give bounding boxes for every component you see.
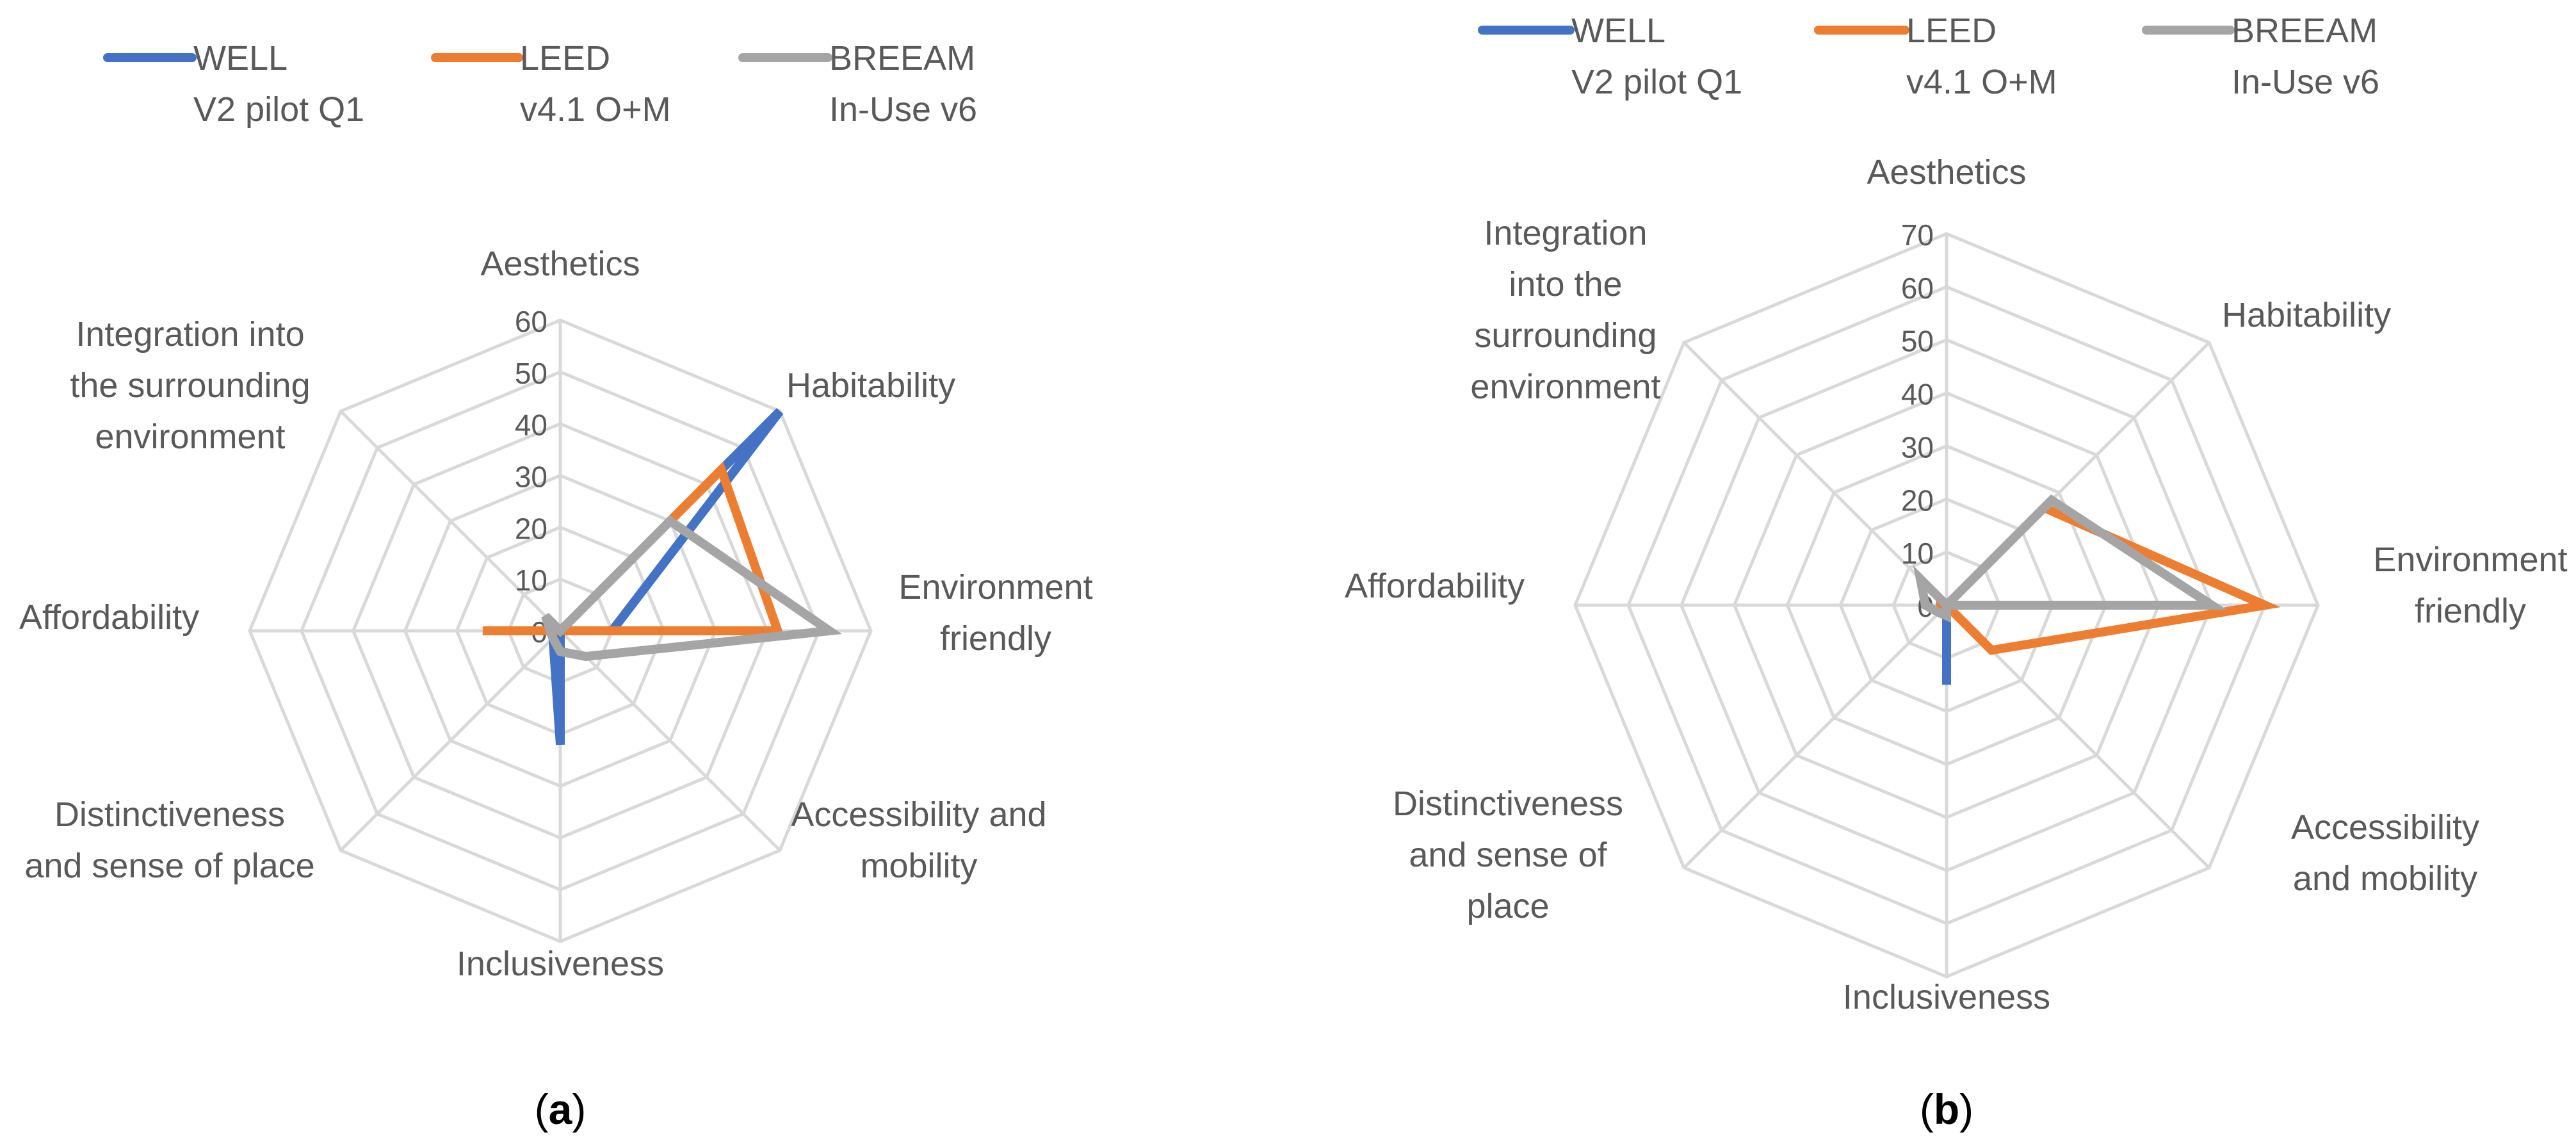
legend-label-line: In-Use v6 [829, 90, 977, 129]
grid-spoke [339, 410, 562, 632]
tick-label: 70 [1901, 218, 1934, 252]
category-label: Inclusiveness [457, 945, 664, 983]
category-label-line: place [1466, 887, 1549, 925]
category-label-line: Affordability [19, 598, 199, 637]
category-label-line: Aesthetics [480, 245, 640, 283]
category-label: Aesthetics [1867, 153, 2026, 191]
legend: WELL V2 pilot Q1 LEED v4.1 O+M BREEAM In-Use … [1478, 12, 2379, 101]
category-label: Distinctiveness and sense of place [1393, 785, 1623, 925]
panel-label: (a) [535, 1086, 587, 1133]
category-label: Environment friendly [898, 568, 1092, 658]
legend-label: WELL V2 pilot Q1 [193, 39, 364, 129]
tick-label: 20 [1901, 484, 1934, 517]
tick-label: 60 [1901, 272, 1934, 305]
tick-label: 30 [515, 460, 547, 494]
legend-label-line: LEED [520, 39, 610, 77]
category-label: Integration into the surrounding environme… [70, 315, 310, 456]
category-label-line: Habitability [786, 366, 955, 405]
category-label-line: into the [1509, 265, 1622, 304]
category-label-line: mobility [860, 847, 977, 885]
tick-label: 30 [1901, 430, 1934, 464]
legend-label-line: WELL [193, 39, 288, 77]
category-label: Aesthetics [480, 245, 640, 283]
category-label: Affordability [19, 598, 199, 637]
category-label: Affordability [1345, 567, 1525, 605]
category-label-line: Inclusiveness [457, 945, 664, 983]
tick-label: 50 [1901, 325, 1934, 358]
legend-label-line: WELL [1571, 12, 1665, 50]
tick-label: 60 [515, 305, 547, 338]
category-label-line: surrounding [1474, 316, 1657, 355]
legend: WELL V2 pilot Q1 LEED v4.1 O+M BREEAM In-Use … [103, 39, 977, 129]
tick-label: 10 [1901, 537, 1934, 570]
legend-label-line: V2 pilot Q1 [1571, 63, 1742, 101]
legend-label: LEED v4.1 O+M [520, 39, 671, 129]
legend-label-line: In-Use v6 [2232, 63, 2379, 101]
category-label-line: Integration into [76, 315, 304, 354]
tick-label: 50 [515, 357, 547, 390]
tick-label: 10 [515, 564, 547, 597]
category-label: Environment friendly [2373, 541, 2567, 630]
category-label-line: Distinctiveness [54, 795, 285, 834]
category-label-line: Affordability [1345, 567, 1525, 605]
category-label: Habitability [786, 366, 955, 405]
legend-label: BREEAM In-Use v6 [2232, 12, 2379, 101]
category-label-line: and sense of place [24, 847, 314, 885]
grid-spoke [339, 630, 562, 852]
tick-label: 40 [1901, 378, 1934, 411]
legend-label-line: v4.1 O+M [520, 90, 671, 129]
category-label-line: Accessibility [2291, 808, 2479, 847]
legend-label: WELL V2 pilot Q1 [1571, 12, 1742, 101]
panel-label: (b) [1920, 1086, 1973, 1133]
series-line-breeam [1913, 494, 2227, 623]
legend-label-line: V2 pilot Q1 [193, 90, 364, 129]
grid-spoke [559, 630, 781, 852]
series-line-breeam [541, 515, 842, 662]
category-label-line: Distinctiveness [1393, 785, 1623, 823]
radar-chart-b: 010203040506070AestheticsHabitabilityEnv… [1345, 12, 2568, 1133]
category-label-line: Integration [1484, 214, 1647, 252]
grid-spoke [1683, 604, 1948, 869]
legend-label: BREEAM In-Use v6 [829, 39, 977, 129]
category-label: Accessibility and mobility [2291, 808, 2479, 898]
category-label-line: Environment [2373, 541, 2567, 579]
category-label-line: friendly [940, 619, 1051, 658]
tick-label: 20 [515, 512, 547, 545]
legend-label-line: LEED [1906, 12, 1997, 50]
category-label-line: and mobility [2293, 859, 2477, 898]
category-label-line: Aesthetics [1867, 153, 2026, 191]
legend-label-line: BREEAM [829, 39, 975, 77]
category-label-line: Accessibility and [791, 795, 1046, 834]
category-label-line: environment [95, 418, 285, 456]
category-label: Distinctiveness and sense of place [24, 795, 314, 885]
tick-label: 40 [515, 409, 547, 442]
series-line-leed [482, 461, 784, 635]
legend-label-line: BREEAM [2232, 12, 2378, 50]
grid-spoke [1683, 341, 1948, 606]
radar-chart-a: 0102030405060AestheticsHabitabilityEnvir… [19, 39, 1093, 1133]
category-label-line: Inclusiveness [1843, 978, 2050, 1016]
category-label: Inclusiveness [1843, 978, 2050, 1016]
legend-label: LEED v4.1 O+M [1906, 12, 2057, 101]
category-label: Integration into the surrounding environmen… [1470, 214, 1660, 406]
category-label-line: the surrounding [70, 366, 310, 405]
category-label-line: Environment [898, 568, 1092, 606]
category-label-line: friendly [2415, 592, 2526, 630]
category-label: Habitability [2222, 296, 2391, 334]
category-label-line: Habitability [2222, 296, 2391, 334]
category-label: Accessibility and mobility [791, 795, 1046, 885]
legend-label-line: v4.1 O+M [1906, 63, 2057, 101]
category-label-line: and sense of [1409, 836, 1607, 874]
category-label-line: environment [1470, 368, 1660, 406]
